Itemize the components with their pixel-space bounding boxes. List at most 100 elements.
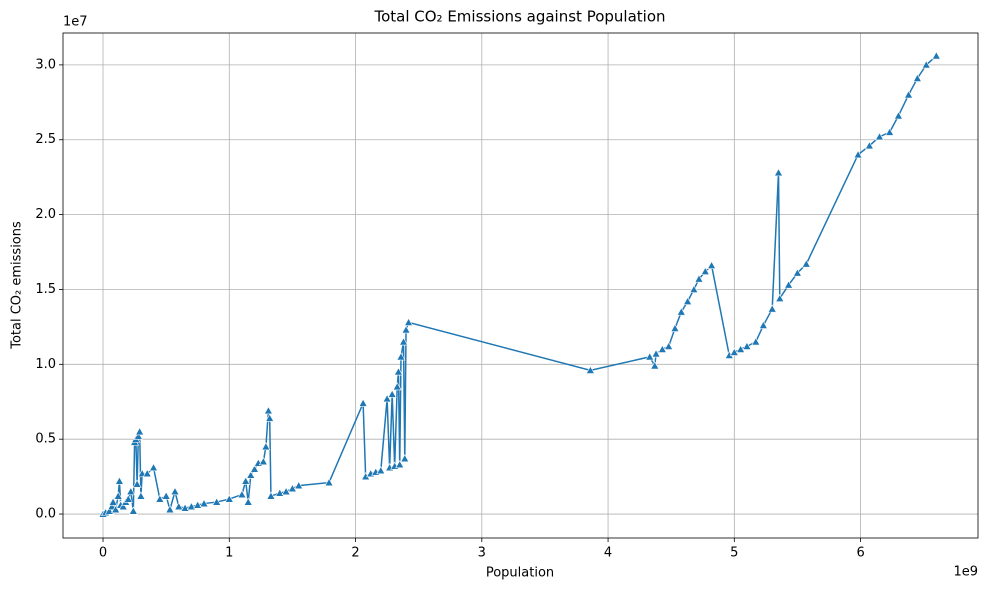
data-marker [700, 266, 710, 276]
data-marker [193, 500, 203, 509]
data-marker [664, 341, 674, 350]
data-marker [689, 284, 699, 293]
y-tick-label: 2.0 [35, 207, 56, 222]
data-marker [401, 325, 411, 334]
data-marker [676, 307, 686, 316]
data-marker [376, 466, 386, 475]
data-marker [104, 506, 114, 515]
data-marker [650, 361, 660, 370]
data-marker [893, 111, 903, 120]
data-marker [261, 442, 271, 451]
data-marker [324, 477, 334, 487]
data-marker [382, 394, 392, 403]
data-marker [250, 464, 260, 473]
y-axis-label: Total CO₂ emissions [10, 221, 25, 350]
data-marker [912, 73, 922, 82]
data-marker [237, 489, 247, 499]
data-marker [645, 352, 655, 361]
data-marker [387, 389, 397, 398]
data-marker [885, 127, 895, 136]
data-marker [775, 293, 785, 302]
data-marker [670, 323, 680, 332]
data-marker [281, 486, 291, 496]
data-marker [246, 470, 256, 479]
x-tick-label: 4 [604, 546, 612, 561]
data-marker [142, 469, 152, 478]
data-marker [199, 498, 209, 508]
data-marker [263, 406, 273, 415]
data-marker [266, 491, 276, 500]
data-marker [784, 280, 794, 289]
data-marker [155, 494, 165, 503]
data-marker [165, 504, 175, 514]
data-marker [358, 398, 368, 407]
data-marker [128, 506, 138, 515]
data-marker [174, 501, 184, 511]
y-offset-text: 1e7 [63, 15, 88, 30]
data-marker [170, 486, 180, 496]
data-marker [186, 501, 196, 511]
data-marker [758, 320, 768, 329]
data-marker [161, 491, 171, 500]
x-tick-label: 3 [478, 546, 486, 561]
data-marker [287, 483, 297, 493]
data-marker [212, 497, 222, 506]
data-marker [707, 260, 717, 270]
x-tick-label: 5 [730, 546, 738, 561]
data-marker [399, 337, 409, 346]
data-marker [931, 51, 941, 60]
data-marker [258, 457, 268, 466]
x-tick-label: 2 [351, 546, 359, 561]
data-marker [657, 344, 667, 353]
data-marker [133, 431, 143, 440]
data-marker [123, 494, 133, 503]
data-marker [275, 488, 285, 497]
data-marker [651, 349, 661, 358]
data-marker [774, 168, 784, 177]
data-marker [111, 504, 121, 514]
data-marker [107, 501, 117, 511]
data-marker [149, 463, 159, 472]
data-marker [180, 503, 190, 512]
x-tick-label: 1 [225, 546, 233, 561]
data-marker [265, 413, 275, 422]
data-marker [400, 454, 410, 463]
data-marker [243, 497, 253, 506]
chart-title: Total CO₂ Emissions against Population [373, 8, 665, 26]
data-marker [224, 494, 234, 503]
data-marker [393, 367, 403, 376]
data-marker [853, 150, 863, 159]
data-marker [132, 479, 142, 488]
data-marker [392, 382, 402, 391]
data-marker [396, 352, 406, 361]
data-marker [108, 497, 118, 506]
y-tick-label: 1.5 [35, 282, 56, 297]
y-tick-label: 2.5 [35, 132, 56, 147]
data-marker [114, 476, 124, 485]
x-tick-label: 0 [99, 546, 107, 561]
data-marker [404, 317, 414, 326]
data-marker [126, 486, 136, 496]
data-marker [751, 337, 761, 346]
y-tick-label: 0.0 [35, 507, 56, 522]
plot-frame [62, 32, 979, 539]
data-marker [792, 268, 802, 277]
data-marker [864, 141, 874, 150]
x-offset-text: 1e9 [953, 565, 978, 580]
x-tick-label: 6 [856, 546, 864, 561]
data-line [102, 55, 937, 515]
data-marker [767, 304, 777, 313]
data-marker [118, 501, 128, 511]
data-marker [683, 296, 693, 305]
data-marker [113, 491, 123, 500]
data-marker [694, 274, 704, 283]
data-marker [904, 90, 914, 99]
y-tick-label: 1.0 [35, 357, 56, 372]
data-marker [136, 491, 146, 500]
data-marker [742, 341, 752, 350]
data-marker [241, 476, 251, 485]
data-marker [294, 480, 304, 490]
data-marker [801, 259, 811, 268]
data-marker [585, 365, 595, 374]
